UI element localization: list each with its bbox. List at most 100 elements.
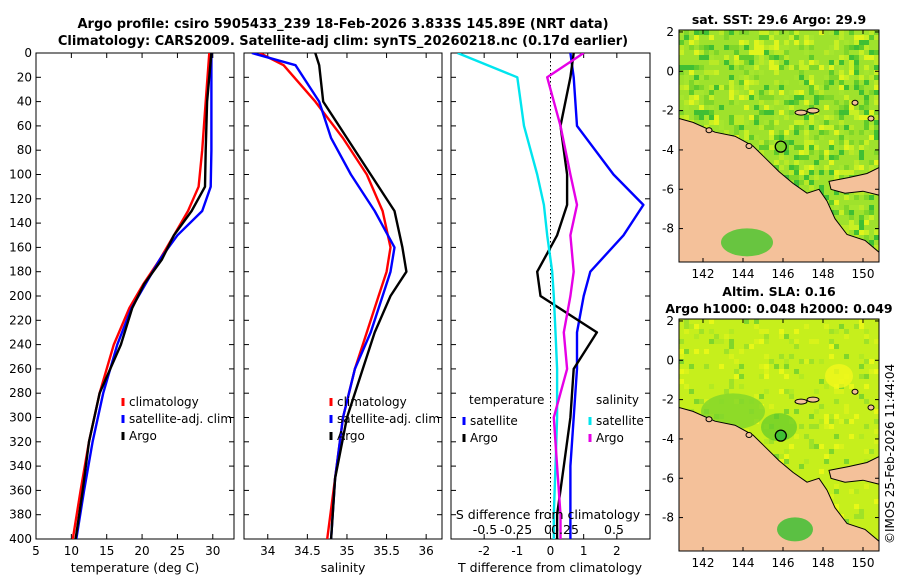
map-content	[679, 30, 879, 262]
y-tick-label: 260	[9, 362, 32, 376]
y-tick-label: 360	[9, 483, 32, 497]
gulf-anomaly	[777, 517, 813, 542]
legend-label: satellite	[596, 414, 644, 428]
y-tick-label: 280	[9, 386, 32, 400]
y-tick-label: 400	[9, 532, 32, 546]
land-mainland	[679, 117, 879, 262]
salinity-line-satellite	[251, 53, 396, 539]
y-tick-label: 320	[9, 435, 32, 449]
map-frame	[678, 29, 880, 263]
x-tick-label: 1	[580, 544, 588, 558]
y-tick-label: 160	[9, 240, 32, 254]
sla-map-title-1: Altim. SLA: 0.16	[722, 284, 836, 299]
land-mainland	[679, 406, 879, 551]
y-tick-label: 220	[9, 313, 32, 327]
y-tick-label: -4	[662, 143, 674, 157]
x-tick-label: 25	[170, 544, 185, 558]
land-island	[794, 109, 808, 116]
legend-label: satellite-adj. clim	[337, 412, 440, 426]
ocean-anomaly	[825, 364, 853, 389]
s-tick-label: 0.5	[604, 522, 624, 537]
y-tick-label: 380	[9, 508, 32, 522]
difference-panel: -2 -1 0 1 2 S difference from climatology-0.5…	[450, 52, 651, 558]
x-tick-label: 142	[692, 556, 715, 570]
x-tick-label: 35.5	[373, 544, 400, 558]
x-tick-label: 150	[852, 556, 875, 570]
x-tick-label: 150	[852, 267, 875, 281]
y-tick-label: 140	[9, 216, 32, 230]
legend-label: satellite	[470, 414, 518, 428]
land-new-britain	[828, 456, 879, 485]
y-tick-label: 40	[17, 95, 32, 109]
land-island	[851, 388, 859, 395]
land-island	[745, 143, 753, 149]
y-tick-label: 2	[666, 314, 674, 328]
legend-label: Argo	[470, 431, 498, 445]
sla-map-title-2: Argo h1000: 0.048 h2000: 0.049	[665, 301, 892, 316]
y-tick-label: 0	[666, 353, 674, 367]
land-island	[705, 416, 713, 423]
legend-label: climatology	[337, 395, 407, 409]
land-island	[851, 99, 859, 106]
legend-label: Argo	[337, 429, 365, 443]
y-tick-label: 80	[17, 143, 32, 157]
land-island	[705, 127, 713, 134]
s-axis-label: S difference from climatology	[456, 507, 641, 522]
temperature-line-argo	[74, 53, 213, 539]
y-tick-label: 340	[9, 459, 32, 473]
legend-label: Argo	[596, 431, 624, 445]
argo-position-marker	[774, 140, 787, 153]
y-tick-label: -6	[662, 471, 674, 485]
plot-frame	[35, 52, 235, 540]
legend-label: Argo	[129, 429, 157, 443]
title-line-2: Climatology: CARS2009. Satellite-adj cli…	[58, 34, 628, 49]
x-tick-label: -1	[511, 544, 523, 558]
s-tick-label: 0.25	[551, 522, 579, 537]
s-argo-line	[546, 53, 585, 539]
y-tick-label: 120	[9, 192, 32, 206]
x-tick-label: 10	[64, 544, 79, 558]
y-tick-label: -4	[662, 432, 674, 446]
y-tick-label: 0	[666, 64, 674, 78]
y-tick-label: 20	[17, 70, 32, 84]
land-island	[794, 398, 808, 405]
legend-label: satellite-adj. clim	[129, 412, 232, 426]
s-tick-label: -0.5	[473, 522, 497, 537]
argo-position-marker	[774, 429, 787, 442]
y-tick-label: 60	[17, 119, 32, 133]
s-tick-label: 0	[544, 522, 552, 537]
map-content	[679, 319, 879, 551]
land-island	[745, 432, 753, 438]
sst-map-panel: 142 144 146 148 150 2 0 -2 -4 -6 -8	[662, 25, 880, 281]
land-island	[867, 115, 875, 122]
y-tick-label: -8	[662, 511, 674, 525]
x-tick-label: 34.5	[294, 544, 321, 558]
x-tick-label: 144	[732, 556, 755, 570]
s-tick-label: -0.25	[500, 522, 532, 537]
land-island	[806, 107, 820, 114]
y-tick-label: -6	[662, 182, 674, 196]
x-tick-label: 2	[613, 544, 621, 558]
map-frame	[678, 318, 880, 552]
x-tick-label: 148	[812, 556, 835, 570]
land-new-britain	[828, 167, 879, 196]
ocean-anomaly	[701, 393, 765, 430]
temperature-xlabel: temperature (deg C)	[71, 560, 200, 575]
x-tick-label: 148	[812, 267, 835, 281]
y-tick-label: 240	[9, 338, 32, 352]
legend-header: salinity	[596, 393, 639, 407]
x-tick-label: 20	[134, 544, 149, 558]
salinity-xlabel: salinity	[321, 560, 366, 575]
sst-map-title: sat. SST: 29.6 Argo: 29.9	[692, 12, 866, 27]
legend-header: temperature	[469, 393, 544, 407]
x-tick-label: -2	[478, 544, 490, 558]
x-tick-label: 5	[32, 544, 40, 558]
x-tick-label: 0	[547, 544, 555, 558]
y-tick-label: -2	[662, 393, 674, 407]
y-tick-label: -8	[662, 222, 674, 236]
land-island	[867, 404, 875, 411]
x-tick-label: 142	[692, 267, 715, 281]
difference-xlabel: T difference from climatology	[457, 560, 643, 575]
y-tick-label: 180	[9, 265, 32, 279]
x-tick-label: 35	[339, 544, 354, 558]
